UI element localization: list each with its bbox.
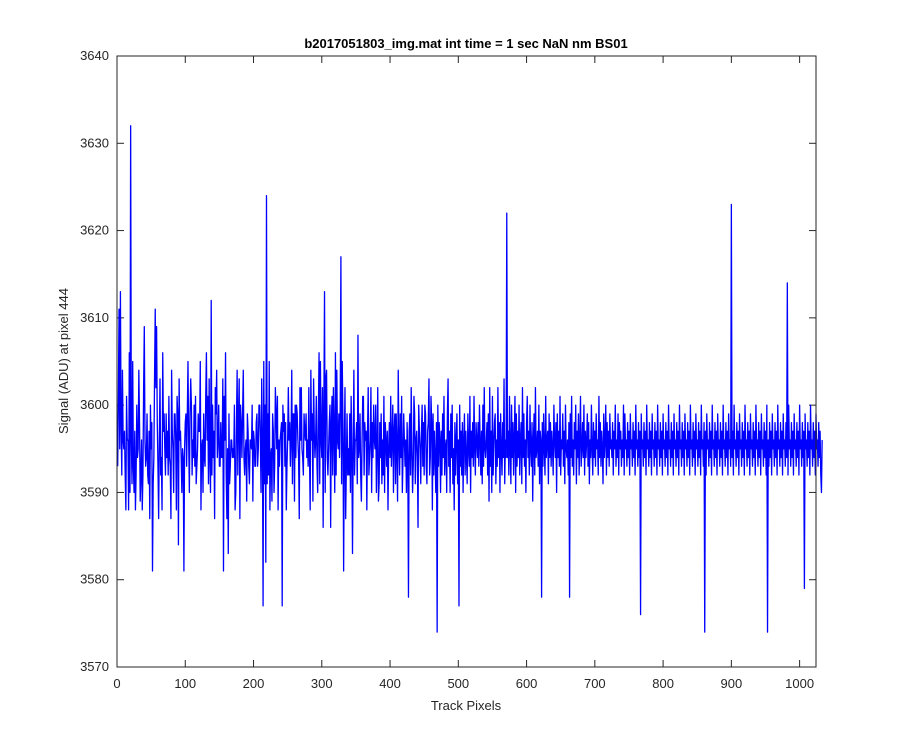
- x-tick-label: 200: [243, 676, 265, 691]
- y-tick-label: 3610: [80, 310, 109, 325]
- x-axis-title: Track Pixels: [431, 698, 502, 713]
- x-tick-label: 100: [174, 676, 196, 691]
- x-tick-label: 700: [584, 676, 606, 691]
- x-tick-label: 400: [379, 676, 401, 691]
- x-tick-label: 500: [447, 676, 469, 691]
- plot-title: b2017051803_img.mat int time = 1 sec NaN…: [304, 36, 627, 51]
- series-line: [117, 125, 823, 633]
- x-tick-label: 1000: [785, 676, 814, 691]
- y-tick-label: 3640: [80, 48, 109, 63]
- y-tick-label: 3580: [80, 572, 109, 587]
- axis-ticks: 0 100 200 300 400 500 600 700 800 900 1000 3570 3580…: [80, 48, 816, 691]
- x-tick-label: 900: [721, 676, 743, 691]
- y-tick-label: 3630: [80, 135, 109, 150]
- x-tick-label: 0: [113, 676, 120, 691]
- series-layer: [117, 125, 823, 633]
- axes-box: [116, 55, 817, 668]
- y-tick-label: 3570: [80, 659, 109, 674]
- plot-background: [117, 56, 816, 667]
- y-axis-title: Signal (ADU) at pixel 444: [56, 288, 71, 434]
- y-tick-label: 3600: [80, 397, 109, 412]
- x-tick-label: 600: [516, 676, 538, 691]
- y-tick-label: 3620: [80, 223, 109, 238]
- x-tick-label: 800: [652, 676, 674, 691]
- y-tick-label: 3590: [80, 484, 109, 499]
- x-tick-label: 300: [311, 676, 333, 691]
